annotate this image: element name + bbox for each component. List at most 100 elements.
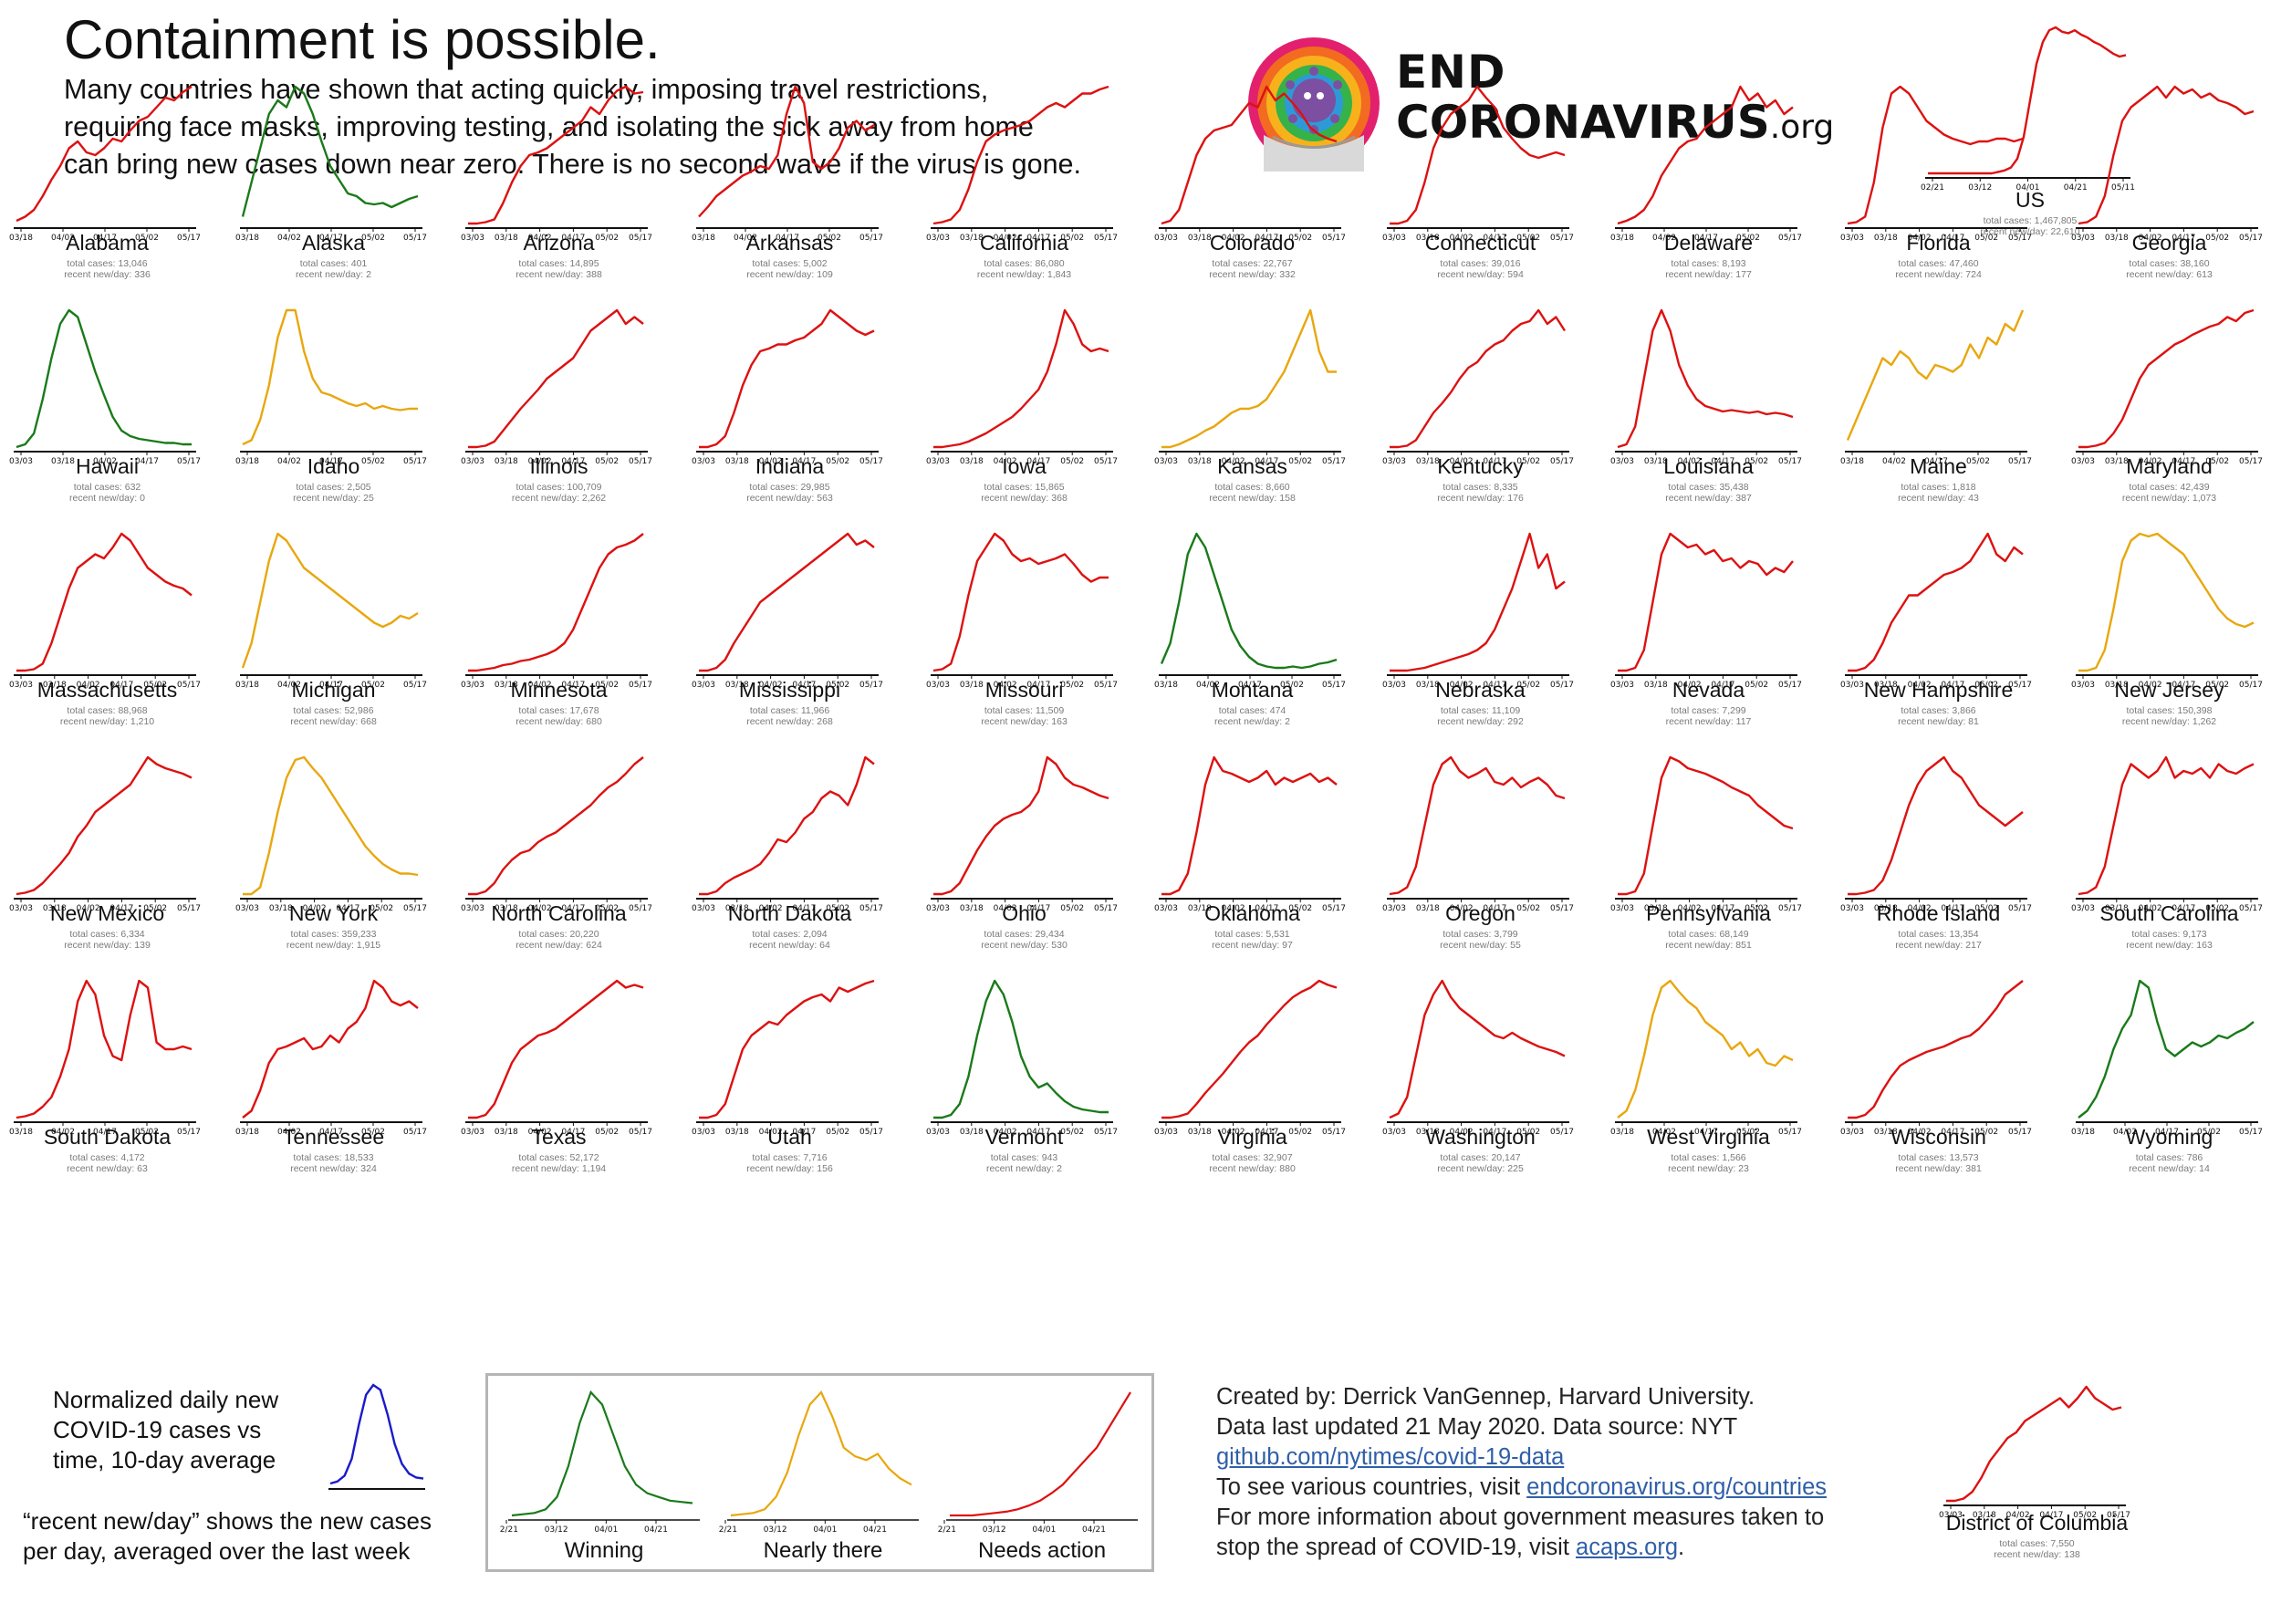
x-tick-label: 03/03 xyxy=(2071,681,2095,690)
legend-line: COVID-19 cases vs xyxy=(53,1416,262,1443)
total-cases: total cases: 1,566 xyxy=(1671,1152,1746,1163)
x-tick-label: 05/02 xyxy=(1516,1128,1540,1137)
x-tick-label: 05/17 xyxy=(1094,457,1118,466)
x-axis-ticks: 03/18 04/02 04/17 05/02 05/17 xyxy=(9,228,201,243)
sparkline-plot: 03/03 03/18 04/02 04/17 05/02 05/17 xyxy=(1154,979,1346,1137)
x-tick-label: 04/02 xyxy=(1450,234,1474,243)
legend-line: Normalized daily new xyxy=(53,1386,279,1413)
total-cases: total cases: 68,149 xyxy=(1668,929,1749,940)
x-tick-label: 03/18 xyxy=(43,904,67,913)
x-axis-ticks: 03/18 04/02 04/17 05/02 05/17 xyxy=(1610,1122,1802,1137)
x-tick-label: 04/17 xyxy=(1255,904,1278,913)
x-axis-ticks: 03/03 03/18 04/02 04/17 05/02 05/17 xyxy=(1382,228,1574,243)
recent-new-per-day: recent new/day: 63 xyxy=(67,1163,148,1174)
x-tick-label: 05/17 xyxy=(859,1128,883,1137)
x-tick-label: 04/17 xyxy=(792,457,816,466)
x-tick-label: 03/18 xyxy=(1644,681,1668,690)
legend-example-plot xyxy=(328,1383,425,1490)
x-tick-label: 04/17 xyxy=(2172,904,2195,913)
state-name: Vermont xyxy=(984,1125,1064,1149)
x-tick-label: 03/03 xyxy=(926,904,950,913)
state-chart-hawaii: 03/03 03/18 04/02 04/17 05/17 Hawaii total c… xyxy=(9,292,214,547)
x-axis-ticks: 03/03 03/18 04/02 04/17 05/02 05/17 xyxy=(1382,452,1574,466)
countries-link[interactable]: endcoronavirus.org/countries xyxy=(1526,1474,1828,1500)
x-tick-label: 04/17 xyxy=(1941,681,1964,690)
x-tick-label: 03/03 xyxy=(692,457,715,466)
logo-wordmark[interactable]: END CORONAVIRUS.org xyxy=(1396,47,1834,148)
x-tick-label: 03/03 xyxy=(1154,1128,1178,1137)
legend-line: time, 10-day average xyxy=(53,1446,276,1473)
x-tick-label: 04/02 xyxy=(2139,234,2162,243)
state-chart-us: 02/21 03/12 04/01 04/21 05/11 US total cases… xyxy=(1921,9,2135,265)
state-name: Pennsylvania xyxy=(1646,901,1771,925)
sparkline-plot: 03/18 04/02 04/17 05/02 05/17 xyxy=(9,85,201,243)
x-tick-label: 03/03 xyxy=(1154,904,1178,913)
cases-curve xyxy=(16,979,193,1119)
total-cases: total cases: 29,434 xyxy=(984,929,1065,940)
x-tick-label: 04/02 xyxy=(994,904,1017,913)
recent-new-per-day: recent new/day: 324 xyxy=(290,1163,377,1174)
x-tick-label: 05/17 xyxy=(859,904,883,913)
nyt-data-link[interactable]: github.com/nytimes/covid-19-data xyxy=(1216,1444,1565,1470)
state-chart-missouri: 03/03 03/18 04/02 04/17 05/02 05/17 Missouri … xyxy=(926,515,1131,771)
recent-new-per-day: recent new/day: 176 xyxy=(1437,493,1524,504)
total-cases: total cases: 13,573 xyxy=(1898,1152,1979,1163)
recent-new-per-day: recent new/day: 1,915 xyxy=(286,940,381,951)
x-tick-label: 03/18 xyxy=(1973,1511,1996,1520)
x-tick-label: 05/17 xyxy=(1094,904,1118,913)
state-chart-washington: 03/03 03/18 04/02 04/17 05/02 05/17 Washingto… xyxy=(1382,963,1588,1218)
key-needs-action: 02/21 03/12 04/01 04/21 Needs action xyxy=(937,1383,1147,1566)
state-chart-texas: 03/03 03/18 04/02 04/17 05/02 05/17 Texas tot… xyxy=(461,963,666,1218)
x-axis-ticks: 03/03 03/18 04/02 04/17 05/02 05/17 xyxy=(2071,452,2263,466)
state-name: District of Columbia xyxy=(1945,1511,2129,1535)
sparkline-plot: 03/18 04/02 04/17 05/02 05/17 xyxy=(1610,85,1802,243)
sparkline-plot: 03/03 03/18 04/02 04/17 05/02 05/17 xyxy=(692,979,883,1137)
x-tick-label: 04/01 xyxy=(594,1525,618,1534)
x-tick-label: 03/18 xyxy=(1644,457,1668,466)
x-tick-label: 05/02 xyxy=(1745,904,1768,913)
key-needs-action-plot: 02/21 03/12 04/01 04/21 xyxy=(937,1391,1138,1534)
cases-curve xyxy=(1389,755,1566,896)
x-tick-label: 05/02 xyxy=(1060,1128,1084,1137)
x-tick-label: 05/17 xyxy=(403,904,427,913)
x-tick-label: 05/17 xyxy=(2008,681,2032,690)
recent-new-per-day: recent new/day: 177 xyxy=(1665,269,1752,280)
total-cases: total cases: 6,334 xyxy=(69,929,145,940)
x-tick-label: 04/17 xyxy=(1711,904,1734,913)
x-axis-ticks: 03/03 03/18 04/02 04/17 05/02 05/17 xyxy=(926,1122,1118,1137)
x-tick-label: 04/17 xyxy=(561,681,585,690)
x-tick-label: 04/17 xyxy=(1483,681,1506,690)
total-cases: total cases: 18,533 xyxy=(293,1152,374,1163)
x-tick-label: 03/18 xyxy=(1644,904,1668,913)
state-name: US xyxy=(2015,188,2045,212)
x-tick-label: 04/17 xyxy=(1026,681,1050,690)
x-tick-label: 04/02 xyxy=(528,457,552,466)
cases-curve xyxy=(933,308,1109,449)
total-cases: total cases: 359,233 xyxy=(290,929,377,940)
x-tick-label: 04/01 xyxy=(2016,183,2040,193)
x-tick-label: 04/02 xyxy=(2139,904,2162,913)
x-axis-ticks: 03/03 03/18 04/02 04/17 05/02 05/17 xyxy=(1382,899,1574,913)
state-name: Alabama xyxy=(66,231,149,255)
state-name: Colorado xyxy=(1209,231,1296,255)
x-axis-ticks: 03/03 03/18 04/02 04/17 05/02 05/17 xyxy=(235,899,427,913)
x-tick-label: 05/17 xyxy=(859,234,883,243)
recent-new-per-day: recent new/day: 724 xyxy=(1895,269,1982,280)
x-tick-label: 04/17 xyxy=(93,234,117,243)
sparkline-plot: 03/18 04/02 04/17 05/02 05/17 xyxy=(235,979,427,1137)
recent-new-per-day: recent new/day: 2 xyxy=(1214,716,1290,727)
x-tick-label: 04/02 xyxy=(994,1128,1017,1137)
cases-curve xyxy=(16,85,193,223)
acaps-link[interactable]: acaps.org xyxy=(1576,1535,1679,1560)
cases-curve xyxy=(1848,980,2024,1119)
cases-curve xyxy=(698,85,875,218)
logo-line-1: END xyxy=(1396,46,1506,99)
cases-curve xyxy=(932,532,1109,672)
x-tick-label: 04/21 xyxy=(1082,1525,1106,1534)
total-cases: total cases: 7,299 xyxy=(1671,705,1746,716)
state-chart-arizona: 03/03 03/18 04/02 04/17 05/02 05/17 Arizona t… xyxy=(461,68,666,324)
recent-new-per-day: recent new/day: 1,210 xyxy=(59,716,155,727)
x-axis-ticks: 03/03 03/18 04/02 04/17 05/02 05/17 xyxy=(461,1122,652,1137)
x-tick-label: 04/17 xyxy=(792,1128,816,1137)
x-tick-label: 05/17 xyxy=(403,1128,427,1137)
